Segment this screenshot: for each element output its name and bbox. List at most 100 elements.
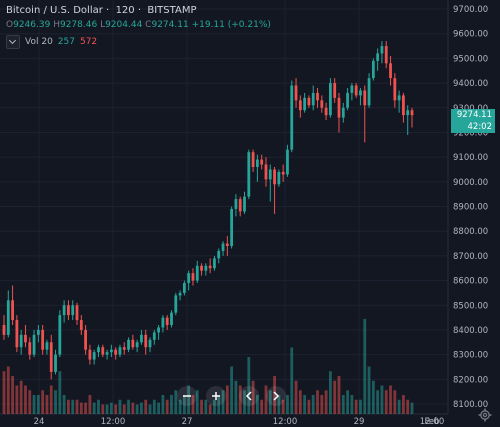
candle-body [380,46,384,54]
volume-bar [247,357,251,414]
candle-body [363,90,367,106]
volume-down-value: 572 [79,37,98,47]
zoom-in-button[interactable] [206,386,226,406]
low-value: 9204.44 [105,20,143,30]
volume-bar [67,399,70,414]
volume-bar [290,347,294,414]
y-tick-label: 8100.00 [453,400,488,410]
candle-body [273,169,276,185]
candle-body [303,97,307,111]
candle-body [135,342,139,348]
volume-bar [213,399,216,414]
zoom-out-button[interactable] [177,386,197,406]
symbol-name: Bitcoin / U.S. Dollar [6,5,103,16]
volume-bar [140,402,143,414]
candle-body [350,85,354,93]
scroll-right-button[interactable] [266,386,286,406]
volume-bar [187,385,191,414]
volume-bar [277,395,281,414]
candle-body [170,312,173,325]
candle-body [118,347,122,355]
collapse-legend-icon[interactable] [6,35,20,49]
volume-bar [329,371,332,414]
candle-body [67,305,70,316]
y-tick-label: 8900.00 [453,203,488,213]
y-tick-label: 8200.00 [453,375,488,385]
volume-bar [363,319,367,414]
candle-body [316,92,319,101]
high-value: 9278.46 [59,20,98,30]
candle-body [24,334,27,343]
candle-body [131,339,135,348]
candle-body [320,100,324,108]
volume-bar [152,399,156,414]
volume-bar [11,376,14,414]
candle-body [337,97,341,118]
candle-body [234,199,238,209]
candle-body [122,347,126,350]
candle-body [101,347,105,355]
y-tick-label: 9200.00 [453,128,488,138]
volume-bar [28,390,32,414]
y-tick-label: 8500.00 [453,301,488,311]
volume-bar [251,380,255,414]
volume-bar [320,395,324,414]
volume-bar [225,385,229,414]
candle-body [277,171,281,185]
gear-icon[interactable] [478,408,492,422]
candle-body [105,352,109,355]
y-tick-label: 9400.00 [453,79,488,89]
candle-body [324,107,328,116]
volume-bar [367,366,371,414]
open-value: 9246.39 [13,20,51,30]
volume-bar [281,399,285,414]
volume-bar [303,395,307,414]
volume-bar [380,385,384,414]
candle-body [371,60,375,79]
close-value: 9274.11 [151,20,189,30]
volume-bar [49,385,53,414]
volume-bar [273,376,276,414]
volume-bar [238,385,242,414]
candle-body [243,196,246,212]
candle-body [62,305,66,316]
x-tick-label: 12:00 [273,417,298,427]
volume-bar [397,399,401,414]
volume-bar [118,399,122,414]
volume-bar [406,399,410,414]
volume-up-value: 257 [57,37,75,47]
y-tick-label: 8400.00 [453,326,488,336]
candle-body [281,171,285,175]
candle-body [255,159,259,167]
x-tick-label: 24 [34,417,45,427]
volume-bar [84,402,87,414]
candle-body [148,339,152,348]
volume-bar [170,395,173,414]
volume-bar [148,404,152,414]
volume-bar [105,404,109,414]
volume-bar [333,380,337,414]
scroll-left-button[interactable] [239,386,259,406]
candle-body [298,100,302,111]
volume-bar [324,390,328,414]
volume-bar [157,402,161,414]
high-label: H [53,20,60,30]
volume-bar [204,399,208,414]
candle-body [54,354,57,372]
candle-body [341,107,345,118]
candle-body [311,92,315,106]
candle-body [165,317,169,325]
candle-body [109,349,113,353]
candle-body [140,334,143,343]
candle-body [32,334,36,355]
y-tick-label: 9500.00 [453,54,488,64]
interval: 120 [115,5,135,16]
volume-bar [135,404,139,414]
zoom-out-icon [183,395,191,397]
candle-body [264,164,268,180]
volume-bar [127,399,130,414]
candle-body [260,159,264,165]
low-label: L [100,20,106,30]
volume-bar [62,395,66,414]
